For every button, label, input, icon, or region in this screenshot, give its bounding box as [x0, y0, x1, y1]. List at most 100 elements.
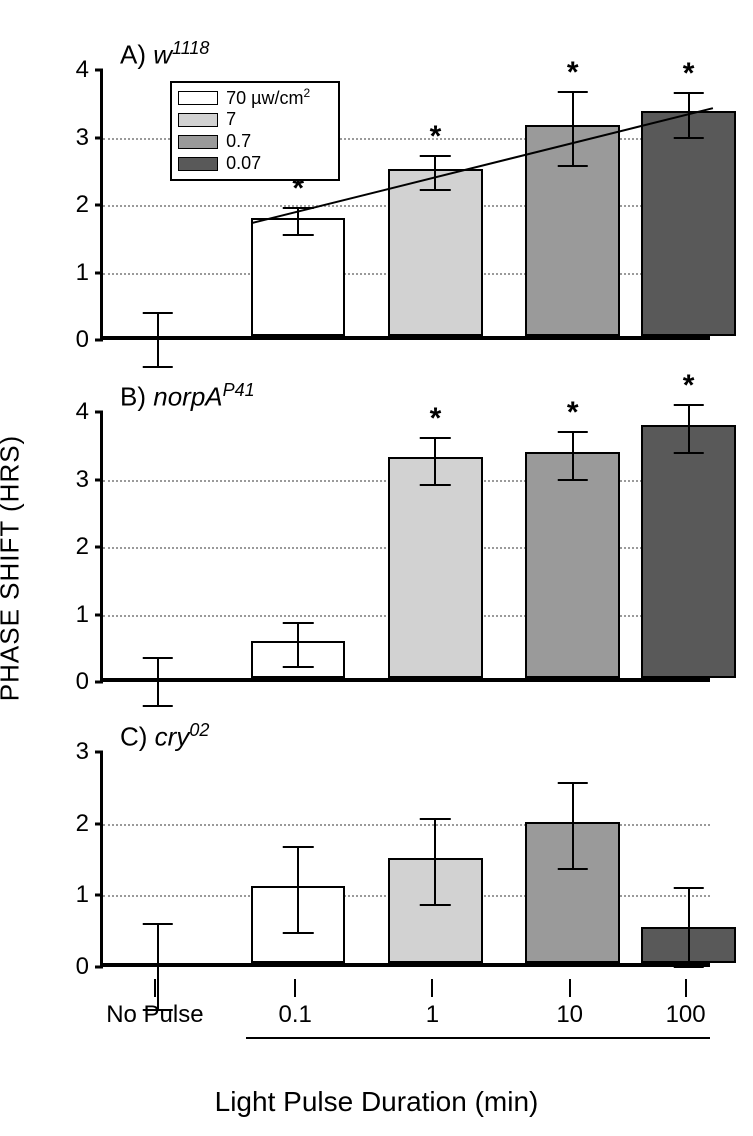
error-bar-cap [283, 234, 314, 236]
legend-label: 0.07 [226, 153, 261, 174]
y-tick [95, 894, 103, 897]
legend-swatch [178, 91, 218, 105]
error-bar-cap [673, 966, 704, 968]
y-tick [95, 411, 103, 414]
significance-marker: * [683, 57, 695, 91]
significance-marker: * [430, 120, 442, 154]
y-tick-label: 3 [76, 738, 89, 766]
legend-row: 0.7 [178, 131, 328, 153]
error-bar [297, 623, 299, 668]
y-tick-label: 2 [76, 533, 89, 561]
legend-label: 0.7 [226, 131, 251, 152]
x-range-underline [246, 1037, 710, 1039]
significance-marker: * [683, 369, 695, 403]
x-category-label: No Pulse [106, 1001, 203, 1029]
bar [641, 111, 736, 336]
x-category-tick [294, 979, 296, 997]
plot-area-A: 01234****70 µw/cm270.70.07 [100, 70, 710, 340]
y-tick [95, 478, 103, 481]
legend: 70 µw/cm270.70.07 [170, 81, 340, 181]
legend-row: 70 µw/cm2 [178, 87, 328, 109]
nopulse-error-bar [157, 313, 159, 367]
significance-marker: * [567, 396, 579, 430]
bar [525, 452, 620, 678]
y-tick-label: 1 [76, 601, 89, 629]
error-bar-cap [420, 818, 451, 820]
error-bar-cap [420, 155, 451, 157]
error-bar-cap [283, 846, 314, 848]
error-bar [572, 92, 574, 166]
x-axis-label: Light Pulse Duration (min) [0, 1086, 753, 1118]
error-bar-cap [283, 666, 314, 668]
y-tick-label: 2 [76, 191, 89, 219]
error-bar-cap [420, 437, 451, 439]
plot-area-C: 0123 [100, 752, 710, 967]
y-tick-label: 0 [76, 326, 89, 354]
error-bar-cap [420, 189, 451, 191]
bar [641, 425, 736, 678]
error-bar-cap [557, 91, 588, 93]
error-bar [572, 783, 574, 869]
y-tick-label: 0 [76, 953, 89, 981]
y-tick [95, 69, 103, 72]
error-bar [434, 819, 436, 905]
nopulse-error-bar [157, 924, 159, 1010]
bar [388, 169, 483, 336]
error-bar-cap [557, 782, 588, 784]
error-bar-cap [283, 622, 314, 624]
y-axis-label: PHASE SHIFT (HRS) [0, 435, 26, 701]
error-bar-cap [557, 165, 588, 167]
legend-row: 0.07 [178, 153, 328, 175]
error-bar-cap [673, 92, 704, 94]
error-bar-cap [673, 404, 704, 406]
y-tick [95, 681, 103, 684]
y-tick [95, 751, 103, 754]
y-tick [95, 271, 103, 274]
nopulse-error-bar [157, 658, 159, 705]
x-category-label: 0.1 [279, 1001, 312, 1029]
nopulse-error-cap [143, 657, 174, 659]
error-bar [688, 405, 690, 452]
figure-root: PHASE SHIFT (HRS) Light Pulse Duration (… [0, 0, 753, 1136]
y-tick-label: 2 [76, 810, 89, 838]
x-category-tick [685, 979, 687, 997]
error-bar-cap [557, 868, 588, 870]
x-category-tick [569, 979, 571, 997]
x-category-label: 10 [556, 1001, 583, 1029]
y-tick [95, 136, 103, 139]
y-tick-label: 4 [76, 398, 89, 426]
significance-marker: * [430, 402, 442, 436]
legend-label: 70 µw/cm2 [226, 86, 310, 109]
error-bar-cap [673, 887, 704, 889]
error-bar-cap [557, 479, 588, 481]
legend-label: 7 [226, 109, 236, 130]
nopulse-error-cap [143, 366, 174, 368]
error-bar-cap [420, 904, 451, 906]
panel-title-A: A) w1118 [120, 38, 209, 71]
nopulse-error-cap [143, 705, 174, 707]
y-tick [95, 204, 103, 207]
x-category-label: 100 [666, 1001, 706, 1029]
y-tick-label: 1 [76, 259, 89, 287]
y-tick-label: 1 [76, 881, 89, 909]
y-tick-label: 4 [76, 56, 89, 84]
error-bar-cap [557, 431, 588, 433]
x-category-label: 1 [426, 1001, 439, 1029]
y-tick [95, 822, 103, 825]
x-category-tick [431, 979, 433, 997]
x-category-tick [154, 979, 156, 997]
legend-swatch [178, 135, 218, 149]
error-bar-cap [673, 137, 704, 139]
error-bar-cap [283, 932, 314, 934]
y-tick-label: 0 [76, 668, 89, 696]
panel-B: B) norpAP4101234*** [100, 412, 710, 682]
nopulse-error-cap [143, 923, 174, 925]
panel-A: A) w111801234****70 µw/cm270.70.07 [100, 70, 710, 340]
y-tick [95, 546, 103, 549]
legend-swatch [178, 113, 218, 127]
legend-swatch [178, 157, 218, 171]
y-tick [95, 613, 103, 616]
error-bar-cap [673, 452, 704, 454]
y-tick-label: 3 [76, 124, 89, 152]
error-bar [572, 432, 574, 479]
